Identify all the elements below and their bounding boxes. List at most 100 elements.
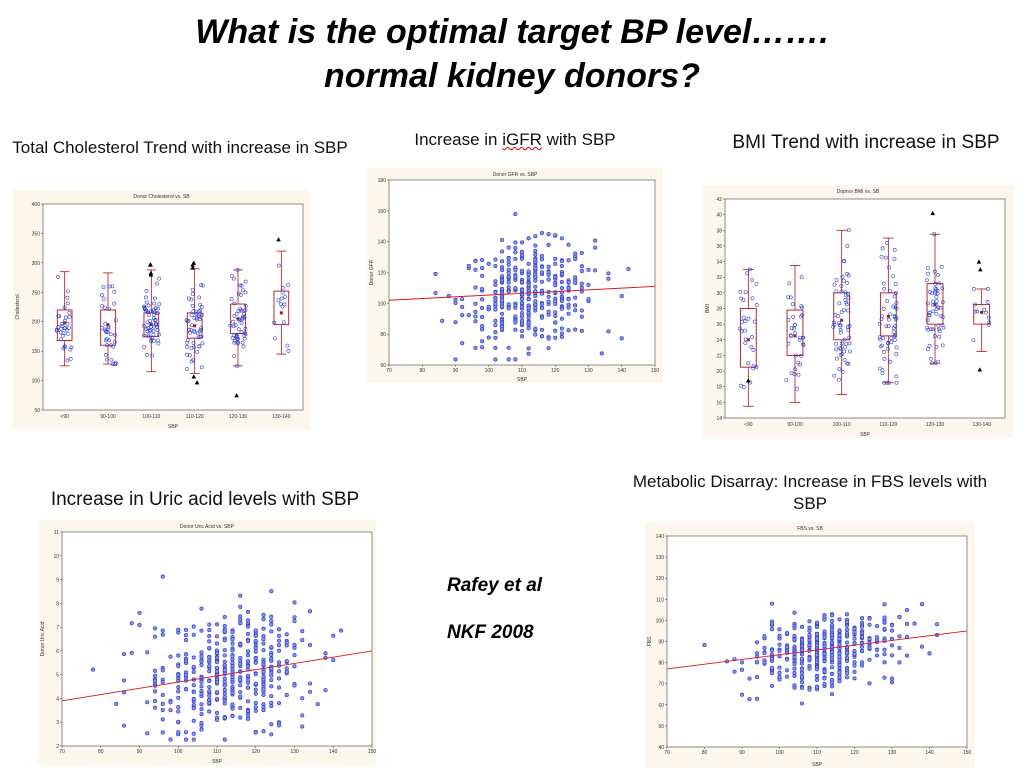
data-point bbox=[797, 338, 802, 342]
median-marker bbox=[886, 314, 890, 318]
data-point bbox=[500, 298, 505, 303]
data-point bbox=[222, 679, 227, 684]
data-point bbox=[480, 339, 485, 344]
data-point bbox=[230, 664, 235, 669]
data-point bbox=[183, 687, 189, 692]
data-point bbox=[168, 654, 173, 659]
data-point bbox=[150, 353, 155, 358]
data-point bbox=[934, 622, 940, 627]
data-point bbox=[739, 692, 745, 697]
data-point bbox=[480, 315, 485, 320]
data-point bbox=[829, 613, 835, 618]
data-point bbox=[859, 644, 865, 649]
data-point bbox=[877, 321, 882, 326]
data-point bbox=[513, 274, 518, 279]
data-point bbox=[222, 659, 227, 664]
data-point bbox=[933, 361, 938, 366]
y-tick-label: 2 bbox=[56, 744, 59, 750]
y-tick-label: 50 bbox=[658, 724, 664, 730]
data-point bbox=[789, 371, 794, 376]
data-point bbox=[788, 295, 793, 300]
data-point bbox=[799, 624, 805, 629]
data-point bbox=[269, 618, 274, 624]
data-point bbox=[65, 332, 70, 336]
data-point bbox=[185, 367, 189, 371]
data-point bbox=[152, 634, 158, 639]
data-point bbox=[931, 299, 935, 304]
data-point bbox=[837, 651, 842, 656]
igfr-panel-title: Increase in iGFR with SBP bbox=[375, 129, 655, 151]
data-point bbox=[506, 345, 511, 350]
data-point bbox=[207, 628, 212, 633]
data-point bbox=[606, 271, 611, 276]
data-point bbox=[59, 326, 64, 331]
data-point bbox=[493, 323, 498, 328]
data-point bbox=[232, 301, 237, 306]
data-point bbox=[746, 316, 751, 321]
data-point bbox=[237, 317, 242, 322]
data-point bbox=[844, 650, 850, 655]
data-point bbox=[238, 283, 243, 288]
y-tick-label: 350 bbox=[32, 231, 41, 237]
data-point bbox=[269, 656, 274, 661]
data-point bbox=[253, 628, 258, 633]
box bbox=[786, 309, 804, 356]
data-point bbox=[168, 737, 173, 742]
data-point bbox=[586, 282, 591, 287]
data-point bbox=[176, 653, 181, 658]
data-point bbox=[754, 675, 760, 680]
data-point bbox=[807, 633, 812, 638]
data-point bbox=[553, 275, 558, 280]
box bbox=[879, 292, 897, 337]
y-tick-label: 26 bbox=[716, 322, 722, 328]
data-point bbox=[882, 356, 887, 361]
data-point bbox=[814, 684, 820, 689]
data-point bbox=[579, 268, 584, 274]
data-point bbox=[62, 344, 67, 349]
y-tick-label: 28 bbox=[716, 307, 722, 313]
data-point bbox=[473, 319, 478, 324]
y-axis-label: Donor GFR bbox=[369, 259, 375, 285]
cholesterol-chart-svg: Donor Cholesterol vs. SB SBP Cholesterol 50… bbox=[15, 194, 304, 430]
data-point bbox=[188, 353, 192, 358]
y-tick-label: 9 bbox=[56, 578, 59, 584]
y-tick-label: 100 bbox=[656, 618, 665, 624]
data-point bbox=[59, 337, 64, 342]
data-point bbox=[222, 668, 227, 673]
data-point bbox=[292, 664, 297, 669]
data-point bbox=[937, 334, 942, 339]
data-point bbox=[207, 663, 212, 669]
data-point bbox=[986, 315, 991, 320]
data-point bbox=[834, 356, 839, 361]
data-point bbox=[207, 693, 212, 698]
data-point bbox=[940, 343, 945, 348]
data-point bbox=[280, 285, 285, 290]
outlier-marker bbox=[746, 378, 751, 383]
data-point bbox=[897, 614, 902, 620]
data-point bbox=[480, 286, 485, 292]
data-point bbox=[112, 301, 117, 306]
data-point bbox=[606, 276, 611, 281]
data-point bbox=[232, 340, 237, 345]
data-point bbox=[546, 294, 551, 299]
data-point bbox=[741, 298, 746, 302]
data-point bbox=[769, 648, 775, 653]
data-point bbox=[754, 651, 760, 656]
data-point bbox=[473, 259, 478, 264]
plot-area bbox=[42, 203, 304, 411]
data-point bbox=[191, 624, 196, 629]
data-point bbox=[904, 653, 910, 658]
x-tick-label: 130-140 bbox=[972, 422, 991, 428]
data-point bbox=[539, 230, 545, 236]
data-point bbox=[189, 323, 194, 328]
data-point bbox=[925, 347, 930, 351]
data-point bbox=[754, 365, 759, 370]
data-point bbox=[239, 283, 244, 288]
data-point bbox=[197, 295, 202, 300]
data-point bbox=[197, 329, 202, 334]
data-point bbox=[493, 263, 498, 269]
data-point bbox=[243, 308, 248, 313]
data-point bbox=[199, 659, 204, 664]
data-point bbox=[559, 285, 564, 291]
data-point bbox=[559, 316, 564, 321]
